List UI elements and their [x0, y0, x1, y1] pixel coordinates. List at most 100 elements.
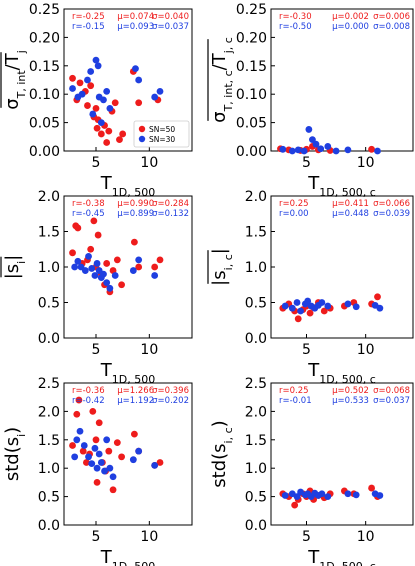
x-tick-label: 5 — [92, 342, 101, 358]
stat-r-sn30: r=-0.50 — [279, 22, 312, 32]
data-point-sn30 — [332, 147, 340, 155]
stat-sigma-sn30: σ=0.008 — [373, 22, 410, 32]
data-point-sn30 — [100, 270, 107, 278]
data-point-sn50 — [92, 436, 100, 444]
stat-r-sn30: r=-0.45 — [72, 209, 105, 219]
data-point-sn30 — [103, 279, 111, 287]
y-axis-label: σT, int, c/Tj, c — [209, 37, 235, 123]
y-axis-label: |si| — [2, 255, 28, 280]
data-point-sn30 — [135, 76, 143, 84]
x-axis-label: T1D, 500, c — [307, 173, 376, 199]
data-point-sn50 — [103, 139, 111, 146]
data-point-sn30 — [109, 473, 117, 481]
y-tick-label: 0.20 — [236, 30, 267, 46]
data-point-sn50 — [89, 408, 97, 415]
data-point-sn50 — [75, 396, 83, 404]
data-point-sn30 — [352, 491, 360, 499]
data-point-sn30 — [300, 147, 308, 155]
legend-label: SN=50 — [149, 125, 175, 134]
data-point-sn30 — [352, 303, 360, 311]
data-point-sn50 — [374, 293, 381, 301]
data-point-sn30 — [92, 56, 100, 64]
y-tick-label: 0.20 — [29, 30, 60, 46]
axes-frame — [63, 8, 193, 152]
data-point-sn50 — [105, 447, 113, 455]
data-point-sn50 — [74, 224, 82, 232]
stat-sigma-sn50: σ=0.284 — [152, 199, 189, 209]
data-point-sn30 — [87, 68, 95, 75]
legend-marker-blue — [138, 135, 146, 143]
y-tick-label: 0.00 — [29, 144, 60, 160]
y-tick-label: 1.0 — [245, 260, 267, 276]
data-point-sn50 — [95, 419, 103, 427]
data-point-sn30 — [135, 256, 143, 264]
y-tick-label: 0.15 — [236, 59, 267, 75]
stat-r-sn50: r=-0.30 — [279, 12, 312, 22]
stat-mu-sn50: μ=0.990 — [117, 199, 154, 209]
data-point-sn30 — [73, 436, 81, 444]
stat-r-sn50: r=-0.36 — [72, 386, 105, 396]
data-point-sn50 — [135, 263, 143, 271]
y-tick-label: 2.0 — [245, 189, 267, 205]
y-tick-label: 2.0 — [38, 404, 60, 420]
x-axis-label: T1D, 500 — [100, 360, 155, 386]
data-point-sn50 — [118, 281, 125, 289]
y-axis-label: σT, int/Tj — [2, 50, 28, 110]
data-point-sn30 — [103, 436, 111, 444]
y-tick-label: 0.5 — [245, 296, 267, 312]
x-tick-label: 5 — [302, 529, 311, 545]
x-tick-label: 10 — [140, 342, 158, 358]
data-point-sn50 — [135, 99, 143, 107]
data-point-sn30 — [76, 427, 84, 435]
y-tick-label: 2.5 — [38, 376, 60, 392]
y-tick-label: 0.05 — [236, 116, 267, 132]
y-tick-label: 0.25 — [29, 2, 60, 18]
data-point-sn30 — [111, 272, 119, 279]
data-point-sn50 — [73, 410, 81, 418]
x-axis-label: T1D, 500, c — [307, 547, 376, 566]
y-tick-label: 0.0 — [38, 518, 60, 534]
data-point-sn50 — [113, 439, 121, 447]
y-tick-label: 0.0 — [245, 518, 267, 534]
stat-sigma-sn30: σ=0.132 — [152, 209, 189, 219]
data-point-sn30 — [151, 272, 159, 279]
data-point-sn30 — [324, 493, 332, 500]
data-point-sn30 — [97, 459, 105, 466]
data-point-sn30 — [93, 464, 101, 472]
data-point-sn50 — [103, 260, 111, 267]
data-point-sn50 — [69, 442, 76, 449]
data-point-sn30 — [103, 87, 111, 95]
data-point-sn50 — [76, 79, 84, 87]
data-point-sn30 — [93, 260, 101, 267]
data-point-sn30 — [305, 126, 313, 133]
y-axis-label: std(si, c) — [209, 420, 235, 487]
data-point-sn30 — [80, 442, 88, 449]
data-point-sn50 — [92, 105, 100, 112]
y-tick-label: 2.0 — [38, 189, 60, 205]
data-point-sn50 — [368, 484, 375, 492]
data-point-sn50 — [97, 130, 105, 138]
data-point-sn30 — [91, 272, 99, 279]
stat-sigma-sn50: σ=0.396 — [152, 386, 189, 396]
data-point-sn30 — [88, 460, 96, 468]
data-point-sn50 — [156, 459, 164, 466]
stat-sigma-sn50: σ=0.006 — [373, 12, 410, 22]
data-point-sn30 — [71, 263, 79, 271]
data-point-sn30 — [151, 461, 159, 469]
stat-r-sn50: r=0.25 — [279, 386, 309, 396]
y-tick-label: 1.5 — [245, 433, 267, 449]
y-tick-label: 1.0 — [38, 461, 60, 477]
x-tick-label: 10 — [357, 342, 375, 358]
data-point-sn30 — [312, 140, 320, 148]
data-point-sn30 — [106, 284, 114, 292]
stat-mu-sn30: μ=0.899 — [117, 209, 154, 219]
y-tick-label: 0.0 — [245, 331, 267, 347]
y-tick-label: 1.0 — [245, 461, 267, 477]
x-tick-label: 10 — [357, 529, 375, 545]
data-point-sn30 — [376, 492, 384, 499]
y-tick-label: 2.0 — [245, 404, 267, 420]
data-point-sn50 — [93, 479, 101, 486]
stat-r-sn30: r=-0.15 — [72, 22, 105, 32]
y-tick-label: 0.5 — [38, 296, 60, 312]
